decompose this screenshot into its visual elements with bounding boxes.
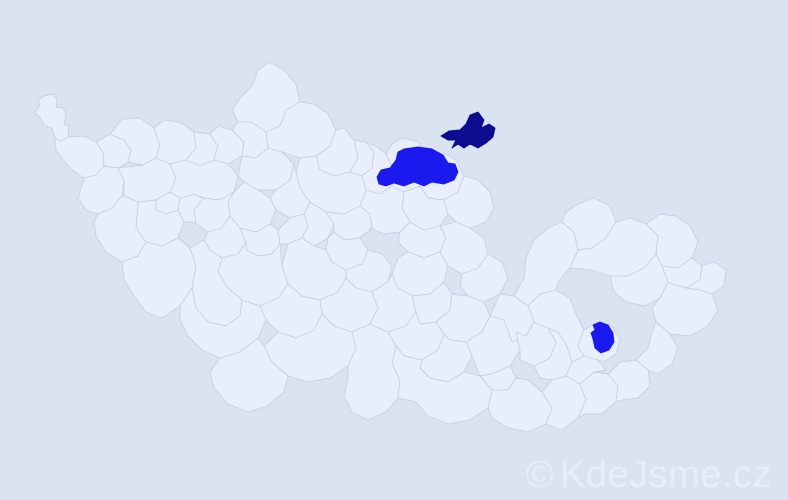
district-zlin[interactable]: [608, 360, 650, 402]
district-jindrichuv-hradec[interactable]: [344, 324, 400, 420]
watermark-text: KdeJsme.cz: [560, 454, 772, 496]
district-cesky-krumlov[interactable]: [210, 338, 288, 412]
district-znojmo[interactable]: [392, 346, 492, 424]
district-vsetin[interactable]: [636, 322, 678, 374]
district-nymburk[interactable]: [326, 206, 372, 240]
highlighted-district-southeast[interactable]: [591, 322, 614, 353]
district-prachatice[interactable]: [180, 288, 266, 358]
copyright-icon: ©: [525, 454, 555, 496]
highlighted-district-north-central[interactable]: [377, 147, 458, 186]
watermark: © KdeJsme.cz: [526, 456, 772, 494]
district-breclav[interactable]: [488, 378, 552, 432]
district-louny[interactable]: [170, 160, 238, 200]
district-svitavy[interactable]: [460, 254, 508, 302]
district-layer: [34, 62, 726, 432]
district-as[interactable]: [34, 94, 69, 141]
district-rychnov[interactable]: [444, 176, 494, 228]
district-uherske-hradiste[interactable]: [578, 372, 618, 418]
highlighted-district-northeast[interactable]: [441, 112, 495, 148]
